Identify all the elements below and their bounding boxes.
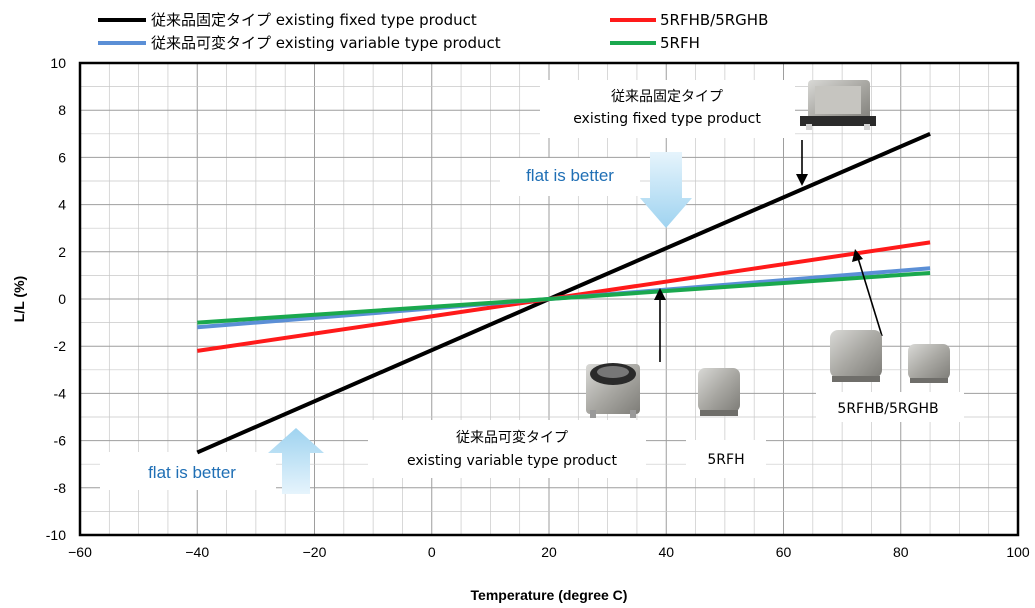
label-box-flat-top bbox=[500, 158, 640, 196]
x-tick-label: 20 bbox=[541, 544, 557, 560]
pointer-arrowhead-fixed bbox=[796, 174, 808, 186]
pointer-arrowhead-variable bbox=[654, 288, 666, 300]
series-line-3 bbox=[197, 271, 931, 325]
pointer-arrows bbox=[654, 140, 883, 362]
annotation-rfhb: 5RFHB/5RGHB bbox=[837, 401, 938, 417]
label-box-rfh bbox=[686, 440, 766, 478]
x-tick-label: 0 bbox=[428, 544, 436, 560]
product-image-rfh bbox=[698, 368, 740, 416]
y-tick-label: 0 bbox=[58, 291, 66, 307]
pointer-arrow-rfhb bbox=[857, 257, 883, 337]
y-tick-label: -10 bbox=[46, 527, 66, 543]
label-box-rfhb bbox=[816, 392, 964, 422]
product-image-rfhb-small bbox=[908, 344, 950, 383]
annotation-variable-jp: 従来品可変タイプ bbox=[456, 429, 568, 446]
y-tick-label: 10 bbox=[50, 55, 66, 71]
y-tick-label: -6 bbox=[54, 433, 67, 449]
x-tick-label: −40 bbox=[185, 544, 209, 560]
product-image-rfhb-large bbox=[830, 330, 882, 382]
x-tick-label: 80 bbox=[893, 544, 909, 560]
y-tick-label: 8 bbox=[58, 102, 66, 118]
legend-label-fixed: 従来品固定タイプ existing fixed type product bbox=[151, 11, 477, 29]
y-axis-title: L/L (%) bbox=[11, 276, 27, 322]
annotation-variable-en: existing variable type product bbox=[407, 453, 617, 469]
series-group bbox=[196, 131, 931, 455]
annotation-flat-top: flat is better bbox=[526, 166, 614, 185]
y-tick-label: -2 bbox=[54, 338, 67, 354]
product-image-fixed bbox=[800, 80, 876, 130]
y-tick-label: -8 bbox=[54, 480, 67, 496]
pointer-arrowhead-rfhb bbox=[852, 249, 863, 262]
y-tick-label: 6 bbox=[58, 149, 66, 165]
y-tick-label: -4 bbox=[54, 385, 67, 401]
flat-arrow-up-icon bbox=[268, 428, 324, 494]
label-box-flat-bottom bbox=[100, 452, 276, 490]
x-tick-label: 100 bbox=[1006, 544, 1030, 560]
annotation-fixed-jp: 従来品固定タイプ bbox=[611, 89, 723, 105]
legend-label-rfhb: 5RFHB/5RGHB bbox=[660, 11, 768, 29]
legend-label-variable: 従来品可変タイプ existing variable type product bbox=[151, 34, 501, 52]
x-tick-label: −60 bbox=[68, 544, 92, 560]
label-box-variable bbox=[368, 420, 646, 478]
label-box-fixed bbox=[540, 80, 795, 138]
y-tick-label: 4 bbox=[58, 197, 66, 213]
annotation-rfh: 5RFH bbox=[707, 452, 744, 468]
x-axis-title: Temperature (degree C) bbox=[471, 587, 628, 603]
x-tick-label: −20 bbox=[303, 544, 327, 560]
annotation-flat-bottom: flat is better bbox=[148, 463, 236, 482]
x-tick-label: 60 bbox=[776, 544, 792, 560]
x-tick-label: 40 bbox=[658, 544, 674, 560]
legend-label-rfh: 5RFH bbox=[660, 34, 700, 52]
product-image-variable bbox=[586, 363, 640, 418]
y-tick-label: 2 bbox=[58, 244, 66, 260]
annotation-fixed-en: existing fixed type product bbox=[573, 111, 761, 127]
legend: 従来品固定タイプ existing fixed type product 5RF… bbox=[98, 11, 768, 52]
plot-frame bbox=[78, 61, 1020, 537]
flat-arrow-down-icon bbox=[640, 152, 692, 228]
